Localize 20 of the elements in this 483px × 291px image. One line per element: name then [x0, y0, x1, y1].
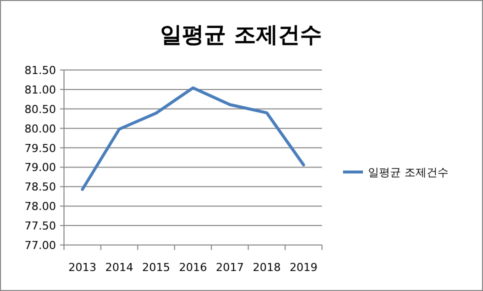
- x-tick-label: 2015: [142, 261, 170, 274]
- x-tick-label: 2016: [179, 261, 207, 274]
- y-tick-label: 77.50: [24, 220, 56, 233]
- legend-label: 일평균 조제건수: [368, 166, 448, 179]
- x-tick-label: 2019: [290, 261, 318, 274]
- y-tick-label: 78.50: [24, 180, 56, 194]
- y-tick-label: 77.00: [24, 239, 56, 252]
- y-tick-label: 81.50: [24, 64, 56, 77]
- x-tick-label: 2013: [68, 261, 96, 274]
- y-tick-label: 78.00: [24, 200, 56, 214]
- y-tick-label: 79.00: [24, 161, 56, 174]
- chart-title: 일평균 조제건수: [160, 23, 322, 48]
- y-tick-label: 80.00: [24, 122, 56, 136]
- x-tick-label: 2017: [216, 261, 244, 274]
- x-tick-label: 2014: [105, 261, 134, 274]
- line-series: [80, 86, 306, 191]
- y-tick-label: 81.00: [24, 83, 56, 96]
- y-tick-label: 79.50: [24, 142, 56, 155]
- y-tick-label: 80.50: [24, 102, 56, 116]
- x-tick-label: 2018: [252, 261, 281, 274]
